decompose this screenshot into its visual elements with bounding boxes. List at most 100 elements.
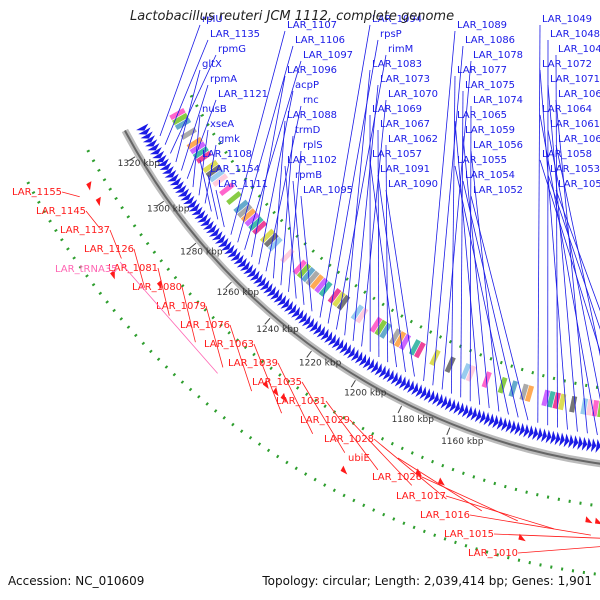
cog-bar — [527, 386, 531, 401]
forward-gene-label: LAR_1073 — [380, 74, 430, 85]
scale-tick-label: 1320 kbp — [118, 159, 161, 169]
forward-gene-label: LAR_1054 — [465, 170, 515, 181]
forward-gene-label: LAR_1052 — [473, 185, 523, 196]
trna-label-leader — [120, 262, 218, 373]
scale-tick-label: 1220 kbp — [299, 359, 342, 369]
forward-gene-label: LAR_1049 — [542, 14, 592, 25]
reverse-gene-label: LAR_1035 — [252, 377, 302, 388]
reverse-gene-label: LAR_1063 — [204, 339, 254, 350]
reverse-gene-arrow — [595, 518, 600, 525]
forward-gene-label: gltX — [202, 59, 222, 70]
forward-gene-label: LAR_1078 — [473, 50, 523, 61]
forward-gene-label: LAR_1089 — [457, 20, 507, 31]
cog-bar — [560, 394, 563, 410]
scale-tick-label: 1180 kbp — [392, 415, 435, 425]
forward-gene-label: rplS — [303, 140, 323, 151]
forward-gene-label: LAR_1069 — [372, 104, 422, 115]
forward-label-leader — [470, 106, 471, 401]
reverse-gene-label: LAR_1076 — [180, 320, 230, 331]
forward-gene-label: LAR_1055 — [457, 155, 507, 166]
cog-bar — [228, 193, 240, 203]
forward-gene-label: LAR_1095 — [303, 185, 353, 196]
reverse-gene-label: LAR_1029 — [300, 415, 350, 426]
reverse-label-leader — [494, 534, 600, 539]
forward-gene-label: nusB — [202, 104, 227, 115]
forward-gene-label: rpmA — [210, 74, 237, 85]
forward-gene-label: LAR_1121 — [218, 89, 268, 100]
reverse-label-leader — [518, 542, 600, 553]
scale-tick-label: 1300 kbp — [147, 205, 190, 215]
reverse-gene-label: LAR_1028 — [324, 434, 374, 445]
forward-gene-label: LAR_1056 — [473, 140, 523, 151]
forward-gene-label: LAR_1071 — [550, 74, 600, 85]
reverse-gene-label: LAR_1126 — [84, 244, 134, 255]
forward-gene-label: LAR_1106 — [295, 35, 345, 46]
forward-gene-label: LAR_1086 — [465, 35, 515, 46]
forward-gene-label: LAR_1061 — [550, 119, 600, 130]
forward-gene-label: LAR_1108 — [202, 149, 252, 160]
forward-gene-arrow — [136, 123, 148, 130]
reverse-gene-arrow — [341, 466, 348, 475]
reverse-gene-label: LAR_1080 — [132, 282, 182, 293]
scale-tick — [265, 318, 270, 324]
forward-gene-label: LAR_1154 — [210, 164, 260, 175]
reverse-label-leader — [62, 192, 80, 197]
forward-gene-label: LAR_1097 — [303, 50, 353, 61]
forward-gene-label: rimM — [388, 44, 413, 55]
forward-label-leader — [293, 181, 304, 305]
forward-gene-label: LAR_1091 — [380, 164, 430, 175]
forward-gene-label: LAR_1088 — [287, 110, 337, 121]
trna-gene-label: LAR_tRNA35 — [55, 264, 118, 275]
reverse-gene-label: LAR_1079 — [156, 301, 206, 312]
forward-label-leader — [538, 25, 540, 423]
forward-gene-label: LAR_1068 — [558, 89, 600, 100]
forward-gene-label: trmD — [295, 125, 321, 136]
forward-gene-label: LAR_1050 — [558, 179, 600, 190]
forward-gene-label: LAR_1064 — [542, 104, 592, 115]
forward-gene-label: LAR_1090 — [388, 179, 438, 190]
forward-gene-label: LAR_1096 — [287, 65, 337, 76]
reverse-gene-label: LAR_1155 — [12, 187, 62, 198]
forward-label-leader — [463, 181, 518, 417]
genome-info-label: Topology: circular; Length: 2,039,414 bp… — [262, 574, 592, 588]
scale-tick — [398, 406, 402, 413]
reverse-gene-label: LAR_1010 — [468, 548, 518, 559]
genome-title: Lactobacillus reuteri JCM 1112, complete… — [130, 9, 454, 24]
forward-gene-label: LAR_1135 — [210, 29, 260, 40]
forward-label-leader — [285, 166, 296, 299]
forward-gene-label: LAR_1077 — [457, 65, 507, 76]
reverse-gene-label: LAR_1026 — [372, 472, 422, 483]
reverse-label-leader — [206, 306, 223, 367]
forward-label-leader — [540, 160, 600, 439]
reverse-gene-arrow — [96, 197, 101, 206]
forward-gene-label: rpsP — [380, 29, 402, 40]
cog-bar — [555, 393, 559, 409]
forward-gene-label: LAR_1059 — [465, 125, 515, 136]
forward-gene-label: LAR_1060 — [558, 134, 600, 145]
forward-gene-label: LAR_1062 — [388, 134, 438, 145]
forward-label-leader — [216, 190, 224, 227]
reverse-gene-label: LAR_1031 — [276, 396, 326, 407]
forward-label-leader — [540, 115, 597, 435]
cog-bar — [447, 357, 454, 372]
forward-gene-label: LAR_1075 — [465, 80, 515, 91]
forward-label-leader — [461, 91, 463, 397]
forward-gene-label: xseA — [210, 119, 234, 130]
forward-gene-label: LAR_1065 — [457, 110, 507, 121]
reverse-gene-arrow — [585, 516, 592, 523]
forward-gene-label: LAR_1072 — [542, 59, 592, 70]
forward-gene-label: LAR_1053 — [550, 164, 600, 175]
scale-tick-label: 1240 kbp — [256, 325, 299, 335]
forward-gene-label: rpmB — [295, 170, 322, 181]
reverse-gene-label: LAR_1016 — [420, 510, 470, 521]
reverse-gene-label: LAR_1017 — [396, 491, 446, 502]
scale-tick — [307, 351, 312, 357]
reverse-gene-arrow — [86, 181, 91, 190]
cog-bar — [549, 392, 553, 408]
reverse-gene-arrow — [273, 387, 279, 396]
reverse-gene-label: ubiE — [348, 453, 370, 464]
scale-tick-label: 1280 kbp — [180, 248, 223, 258]
forward-gene-label: LAR_1057 — [372, 149, 422, 160]
reverse-gene-label: LAR_1137 — [60, 225, 110, 236]
